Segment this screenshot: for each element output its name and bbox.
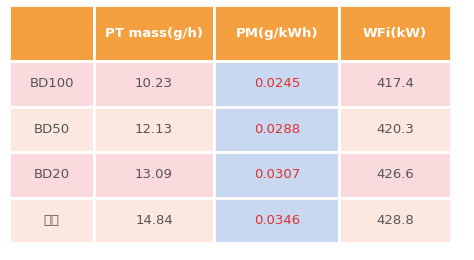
- Bar: [9, 5, 94, 61]
- Text: 12.13: 12.13: [135, 123, 173, 136]
- Text: 경유: 경유: [44, 214, 60, 227]
- Bar: [214, 61, 339, 107]
- Bar: [339, 107, 451, 152]
- Bar: [94, 198, 214, 243]
- Text: 13.09: 13.09: [135, 168, 173, 181]
- Bar: [9, 152, 94, 198]
- Bar: [94, 5, 214, 61]
- Text: 426.6: 426.6: [376, 168, 414, 181]
- Text: 14.84: 14.84: [135, 214, 173, 227]
- Bar: [94, 152, 214, 198]
- Text: 0.0288: 0.0288: [254, 123, 300, 136]
- Bar: [339, 198, 451, 243]
- Text: 428.8: 428.8: [376, 214, 414, 227]
- Text: 10.23: 10.23: [135, 77, 173, 90]
- Text: 0.0307: 0.0307: [254, 168, 300, 181]
- Bar: [214, 107, 339, 152]
- Bar: [339, 61, 451, 107]
- Bar: [94, 61, 214, 107]
- Text: 420.3: 420.3: [376, 123, 414, 136]
- Bar: [339, 152, 451, 198]
- Bar: [214, 152, 339, 198]
- Text: PT mass(g/h): PT mass(g/h): [105, 27, 203, 40]
- Bar: [214, 198, 339, 243]
- Bar: [339, 5, 451, 61]
- Text: BD20: BD20: [34, 168, 70, 181]
- Text: WFi(kW): WFi(kW): [363, 27, 427, 40]
- Text: PM(g/kWh): PM(g/kWh): [236, 27, 318, 40]
- Bar: [9, 107, 94, 152]
- Bar: [9, 198, 94, 243]
- Bar: [214, 5, 339, 61]
- Text: 0.0245: 0.0245: [254, 77, 300, 90]
- Text: 0.0346: 0.0346: [254, 214, 300, 227]
- Bar: [9, 61, 94, 107]
- Text: 417.4: 417.4: [376, 77, 414, 90]
- Text: BD50: BD50: [34, 123, 70, 136]
- Bar: [94, 107, 214, 152]
- Text: BD100: BD100: [29, 77, 74, 90]
